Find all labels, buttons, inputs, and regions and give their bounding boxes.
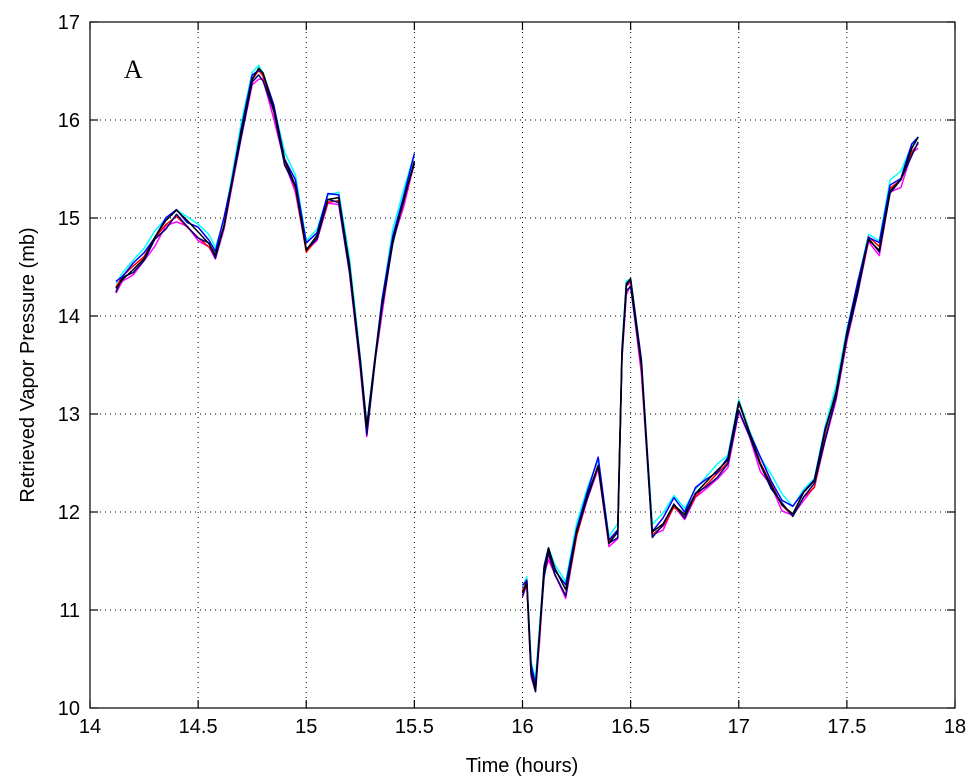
x-tick-label: 15 (295, 716, 317, 738)
y-tick-label: 12 (58, 502, 80, 524)
series-line-5-segment-1 (521, 136, 919, 691)
y-axis-label: Retrieved Vapor Pressure (mb) (17, 227, 39, 502)
y-tick-label: 11 (59, 600, 80, 622)
y-tick-label: 15 (58, 208, 80, 230)
x-tick-label: 15.5 (395, 716, 434, 738)
y-tick-label: 16 (58, 110, 80, 132)
x-tick-label: 14.5 (179, 716, 218, 738)
x-tick-label: 14 (79, 716, 101, 738)
x-tick-label: 18 (944, 716, 966, 738)
series-line-5-segment-0 (115, 67, 416, 428)
y-tick-label: 14 (58, 306, 80, 328)
x-tick-label: 16.5 (611, 716, 650, 738)
ticks: 14 14.5 15 15.5 16 16.5 17 17.5 18 10 11 12 13 14 15 16… (58, 12, 966, 738)
x-tick-label: 17.5 (827, 716, 866, 738)
x-tick-label: 16 (511, 716, 533, 738)
y-tick-label: 10 (58, 698, 80, 720)
y-tick-label: 17 (58, 12, 80, 34)
x-axis-label: Time (hours) (466, 755, 579, 777)
grid (90, 22, 955, 708)
y-tick-label: 13 (58, 404, 80, 426)
series-lines (115, 64, 919, 693)
panel-label: A (124, 55, 143, 84)
x-tick-label: 17 (728, 716, 750, 738)
